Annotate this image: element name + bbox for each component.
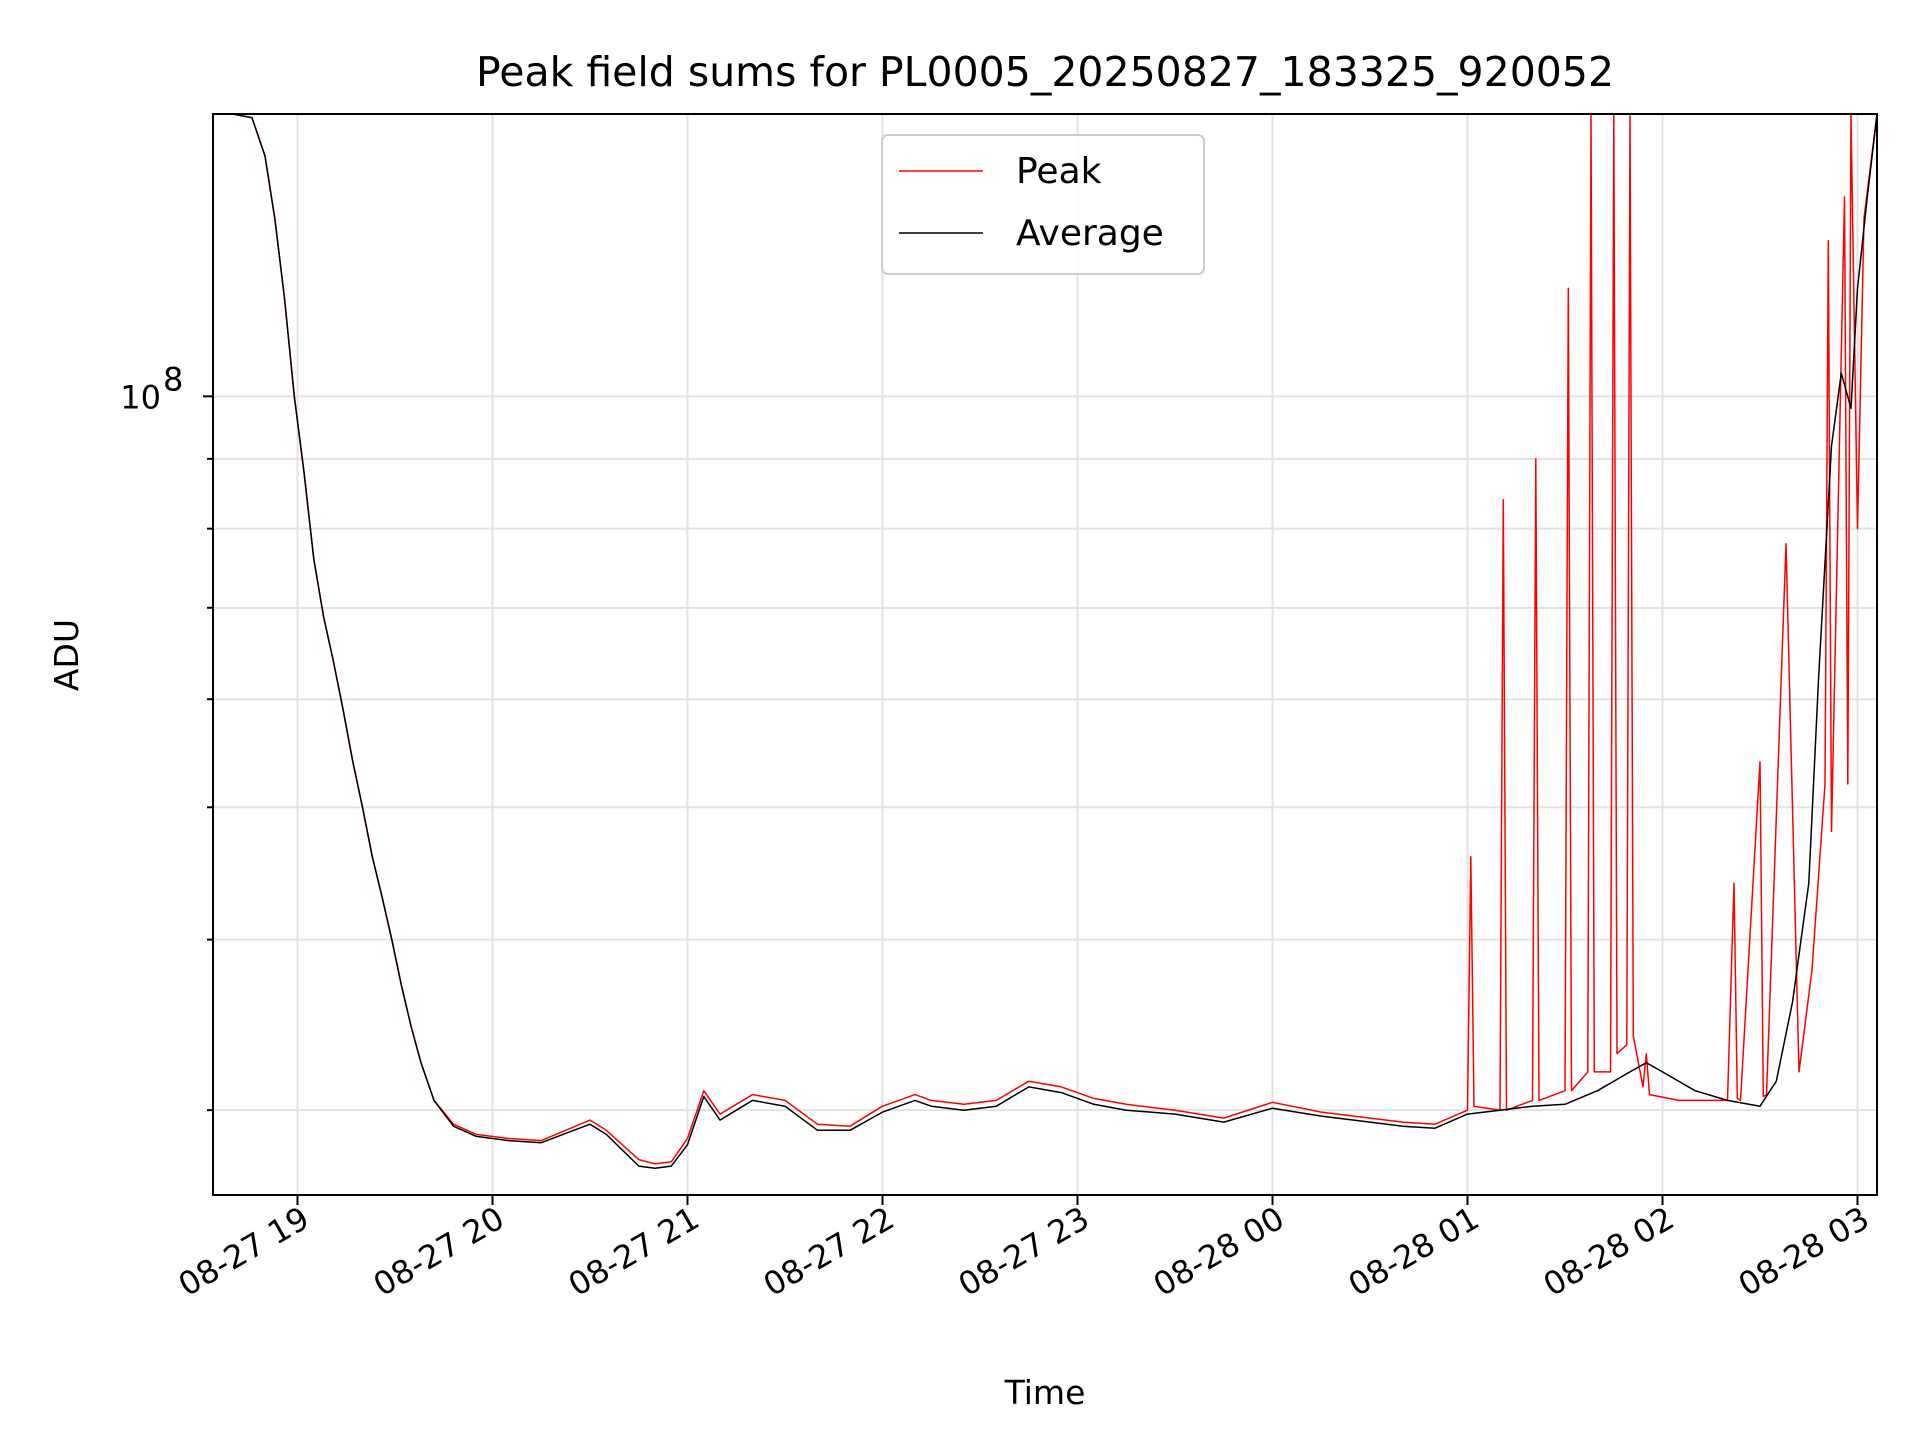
plot-frame (212, 113, 1878, 1196)
series-layer (213, 114, 1877, 1169)
y-tick-label: 10 (120, 378, 161, 416)
chart-title: Peak field sums for PL0005_20250827_1833… (476, 48, 1614, 96)
y-tick-label-exponent: 8 (163, 360, 183, 398)
x-axis-label: Time (1004, 1373, 1086, 1412)
legend-box (881, 134, 1205, 275)
legend-label-peak: Peak (1016, 151, 1102, 192)
legend-label-average: Average (1016, 213, 1164, 254)
series-line-average (213, 114, 1877, 1169)
y-axis-label: ADU (47, 619, 86, 691)
legend: Peak Average (881, 134, 1205, 275)
